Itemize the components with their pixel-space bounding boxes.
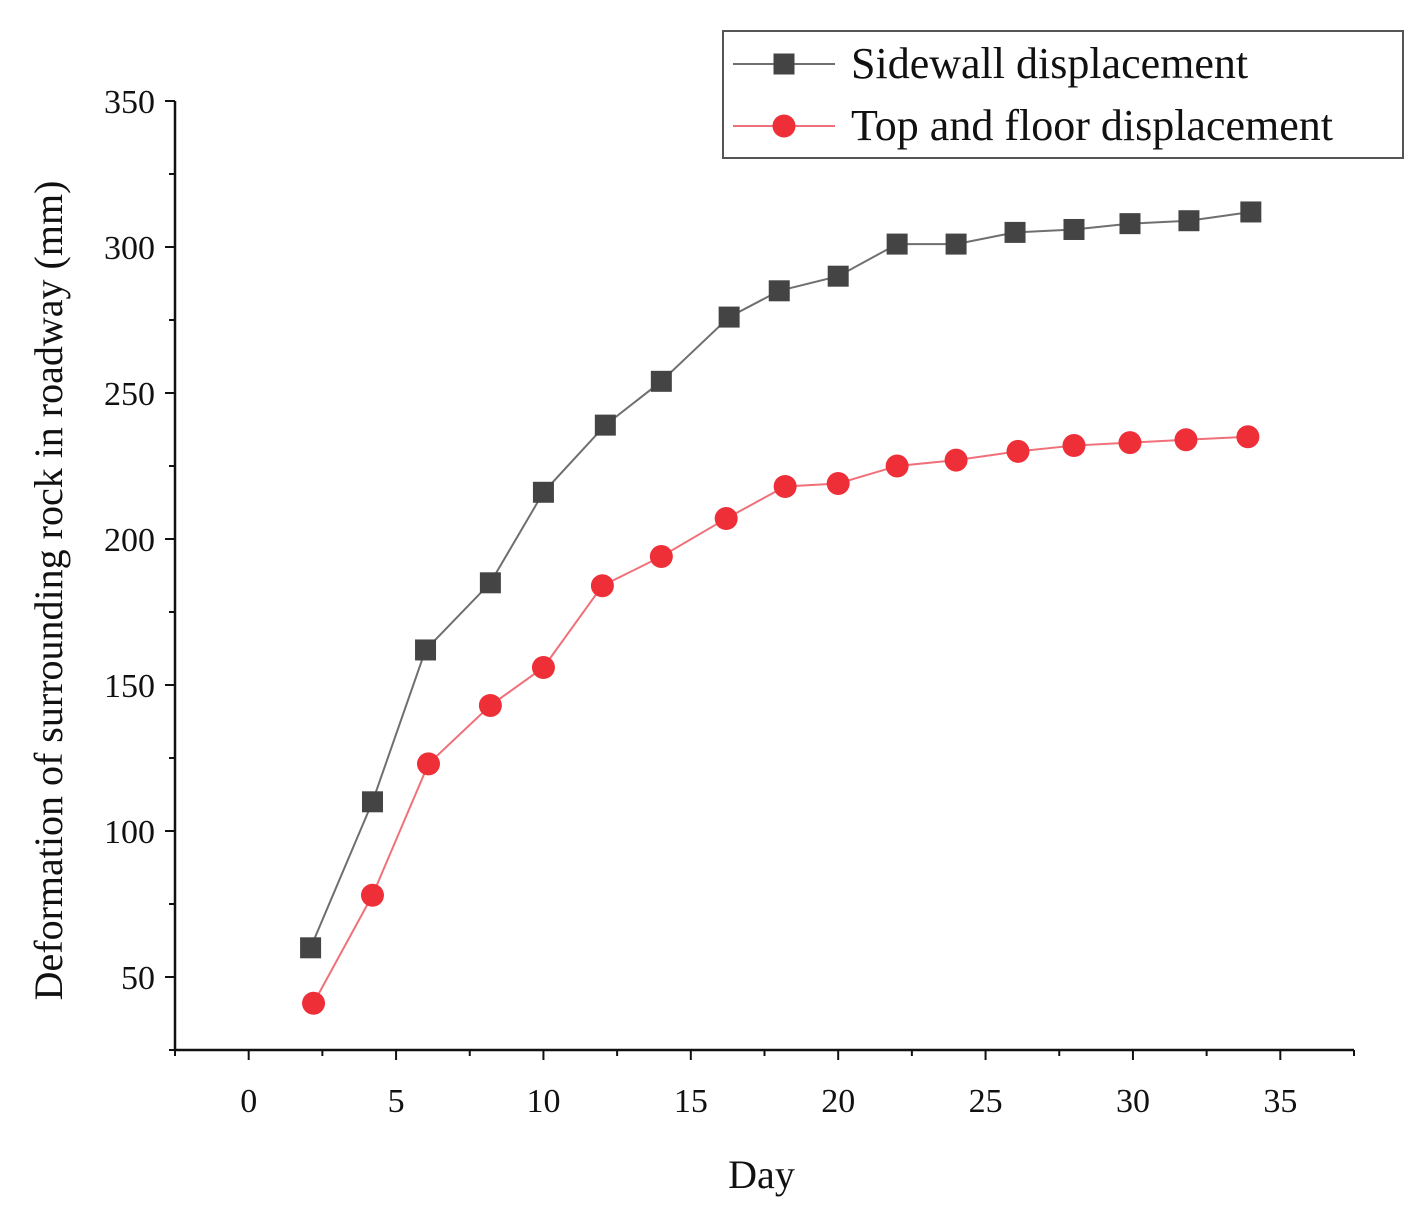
series-line [312,435,1248,1004]
data-point [944,448,968,472]
legend-label: Sidewall displacement [851,39,1248,88]
y-tick-label: 100 [104,814,155,851]
data-point [1178,210,1200,232]
series-layer [300,201,1262,1015]
data-point [885,454,909,478]
data-point [773,474,797,498]
data-point [532,481,554,503]
y-tick-label: 50 [121,960,155,997]
data-point [1174,428,1198,452]
x-tick-label: 10 [526,1083,560,1120]
legend-label: Top and floor displacement [851,101,1333,150]
x-tick-label: 5 [388,1083,405,1120]
x-tick-label: 30 [1116,1083,1150,1120]
legend-marker [772,114,796,138]
data-point [1236,425,1260,449]
axes: 0 5 10 15 20 25 30 35 50 100 150 200 250 300 350 Day Def… [26,84,1355,1197]
data-point [827,265,849,287]
series-line [309,210,1251,949]
data-point [1118,431,1142,455]
data-point [826,472,850,496]
data-point [302,991,326,1015]
data-point [416,752,440,776]
legend-item: Top and floor displacement [733,101,1333,150]
y-tick-label: 300 [104,230,155,267]
data-point [714,507,738,531]
data-point [1004,221,1026,243]
x-tick-label: 0 [240,1083,257,1120]
data-point [415,639,437,661]
y-tick-label: 350 [104,84,155,121]
data-point [649,545,673,569]
data-point [945,233,967,255]
data-point [479,572,501,594]
data-point [590,574,614,598]
legend-marker [773,53,795,75]
legend-box [722,30,1404,159]
legend-item: Sidewall displacement [733,39,1248,88]
y-tick-label: 200 [104,522,155,559]
x-axis-title: Day [728,1152,795,1197]
data-point [1063,218,1085,240]
y-tick-label: 150 [104,668,155,705]
data-point [886,233,908,255]
y-tick-label: 250 [104,376,155,413]
data-point [360,883,384,907]
data-point [300,937,322,959]
x-tick-label: 20 [821,1083,855,1120]
data-point [650,370,672,392]
x-tick-label: 25 [969,1083,1003,1120]
data-point [478,693,502,717]
x-tick-label: 35 [1263,1083,1297,1120]
data-point [1062,434,1086,458]
legend: Sidewall displacement Top and floor displ… [722,30,1404,159]
data-point [1006,439,1030,463]
data-point [531,655,555,679]
x-tick-label: 15 [674,1083,708,1120]
series-top-floor [302,425,1260,1015]
data-point [1240,201,1262,223]
series-sidewall [300,201,1262,959]
data-point [361,791,383,813]
y-axis-title: Deformation of surrounding rock in roadw… [26,181,71,1001]
data-point [1119,213,1141,235]
data-point [718,306,740,328]
data-point [768,280,790,302]
data-point [594,414,616,436]
